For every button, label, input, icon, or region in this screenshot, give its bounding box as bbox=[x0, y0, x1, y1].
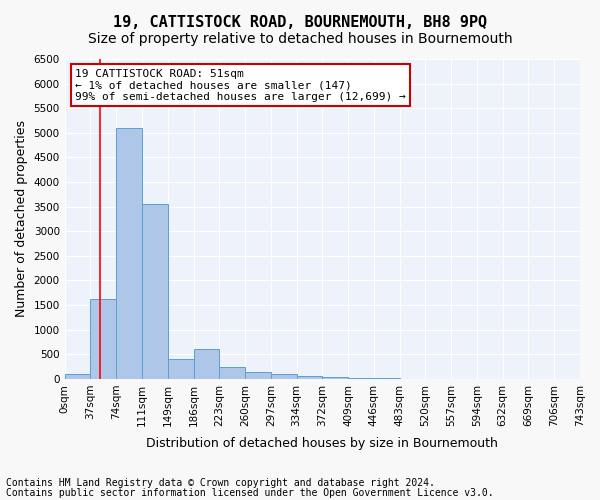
Bar bbox=[322, 378, 348, 379]
Bar bbox=[296, 376, 322, 379]
Bar bbox=[245, 372, 271, 379]
Bar bbox=[116, 128, 142, 379]
Bar bbox=[193, 350, 219, 379]
Bar bbox=[91, 299, 116, 379]
Text: Contains HM Land Registry data © Crown copyright and database right 2024.: Contains HM Land Registry data © Crown c… bbox=[6, 478, 435, 488]
X-axis label: Distribution of detached houses by size in Bournemouth: Distribution of detached houses by size … bbox=[146, 437, 498, 450]
Bar bbox=[348, 378, 374, 379]
Bar bbox=[219, 366, 245, 379]
Text: 19 CATTISTOCK ROAD: 51sqm
← 1% of detached houses are smaller (147)
99% of semi-: 19 CATTISTOCK ROAD: 51sqm ← 1% of detach… bbox=[75, 68, 406, 102]
Bar bbox=[271, 374, 296, 379]
Text: 19, CATTISTOCK ROAD, BOURNEMOUTH, BH8 9PQ: 19, CATTISTOCK ROAD, BOURNEMOUTH, BH8 9P… bbox=[113, 15, 487, 30]
Text: Contains public sector information licensed under the Open Government Licence v3: Contains public sector information licen… bbox=[6, 488, 494, 498]
Bar bbox=[168, 359, 193, 379]
Bar bbox=[142, 204, 168, 379]
Bar bbox=[65, 374, 91, 379]
Y-axis label: Number of detached properties: Number of detached properties bbox=[15, 120, 28, 318]
Text: Size of property relative to detached houses in Bournemouth: Size of property relative to detached ho… bbox=[88, 32, 512, 46]
